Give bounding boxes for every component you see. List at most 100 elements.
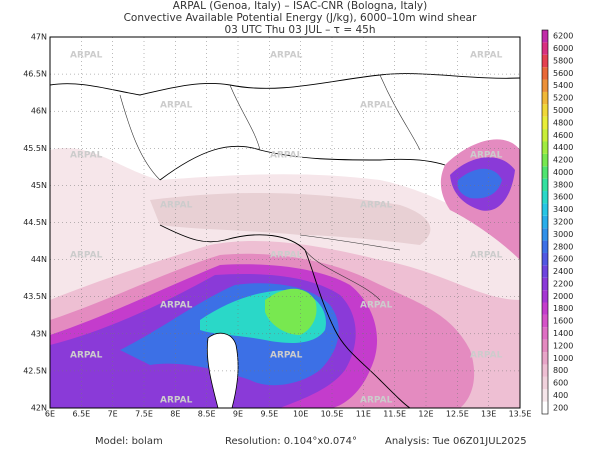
colorbar-cell [542,104,548,117]
lat-label: 45N [31,181,47,190]
colorbar-cell [542,252,548,266]
colorbar-cell [542,376,548,390]
lat-label: 43N [31,329,47,338]
colorbar-label: 400 [553,391,568,400]
colorbar-cell [542,153,548,167]
colorbar-label: 6200 [553,32,573,41]
watermark: ARPAL [360,301,393,311]
lat-label: 44.5N [23,218,47,227]
footer-analysis: Analysis: Tue 06Z01JUL2025 [385,436,527,447]
colorbar-label: 4000 [553,168,573,177]
footer-model: Model: bolam [95,436,163,447]
watermark: ARPAL [360,201,393,211]
watermark: ARPAL [70,51,103,61]
colorbar-label: 5800 [553,56,573,65]
watermark: ARPAL [270,151,303,161]
lon-label: 11.5E [383,410,406,419]
lon-label: 10.5E [321,410,344,419]
lon-label: 9.5E [260,410,278,419]
lon-label: 13E [481,410,496,419]
title-line: Convective Available Potential Energy (J… [124,12,478,24]
colorbar-label: 1000 [553,354,573,363]
colorbar-cell [542,116,548,130]
colorbar-cell [542,302,548,315]
colorbar-label: 1800 [553,304,573,313]
watermark: ARPAL [160,101,193,111]
colorbar-label: 4600 [553,131,573,140]
colorbar-label: 3200 [553,218,573,227]
colorbar-cell [542,30,548,43]
colorbar-cell [542,129,548,142]
lon-label: 10E [293,410,308,419]
colorbar-label: 3800 [553,180,573,189]
colorbar-cell [542,265,548,278]
colorbar-label: 4400 [553,143,573,152]
colorbar-label: 1200 [553,341,573,350]
lat-label: 47N [31,33,47,42]
colorbar-cell [542,178,548,192]
colorbar-cell [542,314,548,328]
colorbar-label: 6000 [553,44,573,53]
watermark: ARPAL [160,301,193,311]
colorbar-label: 4800 [553,118,573,127]
title-line: 03 UTC Thu 03 JUL – τ = 45h [225,24,376,36]
cape-field: ARPAL ARPAL ARPAL ARPAL ARPAL ARPAL ARPAL ARPAL… [50,37,520,408]
colorbar-cell [542,339,548,353]
colorbar-cell [542,42,548,55]
colorbar-label: 5600 [553,69,573,78]
colorbar-cell [542,215,548,229]
colorbar-cell [542,54,548,68]
lat-label: 42N [31,404,47,413]
colorbar-label: 5400 [553,81,573,90]
colorbar-label: 4200 [553,156,573,165]
lon-label: 13.5E [509,410,532,419]
watermarks: ARPAL ARPAL ARPAL ARPAL ARPAL ARPAL ARPAL ARPAL… [70,51,503,406]
lon-label: 6.5E [72,410,90,419]
colorbar-cell [542,401,548,414]
colorbar-frame [541,29,549,415]
lon-label: 7.5E [135,410,153,419]
colorbar-label: 5000 [553,106,573,115]
colorbar-label: 2000 [553,292,573,301]
lon-label: 12.5E [446,410,469,419]
colorbar-label: 3400 [553,205,573,214]
lon-label: 7E [108,410,118,419]
map-frame [49,36,521,409]
colorbar-cell [542,389,548,402]
colorbar-label: 2600 [553,255,573,264]
colorbar-cell [542,67,548,80]
colorbar-cell [542,290,548,303]
lon-label: 11E [356,410,371,419]
watermark: ARPAL [470,51,503,61]
watermark: ARPAL [270,251,303,261]
colorbar-label: 1400 [553,329,573,338]
axis-labels: 42N 42.5N 43N 43.5N 44N 44.5N 45N 45.5N 46N 46.5N… [23,33,531,419]
colorbar-cell [542,352,548,365]
lon-label: 8E [170,410,180,419]
watermark: ARPAL [270,351,303,361]
lon-label: 9E [233,410,243,419]
colorbar-cell [542,191,548,204]
watermark: ARPAL [470,351,503,361]
watermark: ARPAL [360,101,393,111]
colorbar-label: 1600 [553,317,573,326]
colorbar-cell [542,228,548,241]
colorbar-cell [542,364,548,377]
colorbar-cell [542,327,548,340]
lon-label: 12E [418,410,433,419]
watermark: ARPAL [360,396,393,406]
watermark: ARPAL [270,51,303,61]
colorbar-cell [542,79,548,92]
colorbar-label: 200 [553,403,568,412]
lat-label: 46.5N [23,70,47,79]
watermark: ARPAL [160,396,193,406]
colorbar-label: 2200 [553,279,573,288]
lat-label: 46N [31,107,47,116]
lat-label: 43.5N [23,292,47,301]
lon-label: 8.5E [198,410,216,419]
footer-resolution: Resolution: 0.104°x0.074° [225,436,357,447]
watermark: ARPAL [70,251,103,261]
colorbar-cell [542,91,548,105]
lat-label: 45.5N [23,144,47,153]
